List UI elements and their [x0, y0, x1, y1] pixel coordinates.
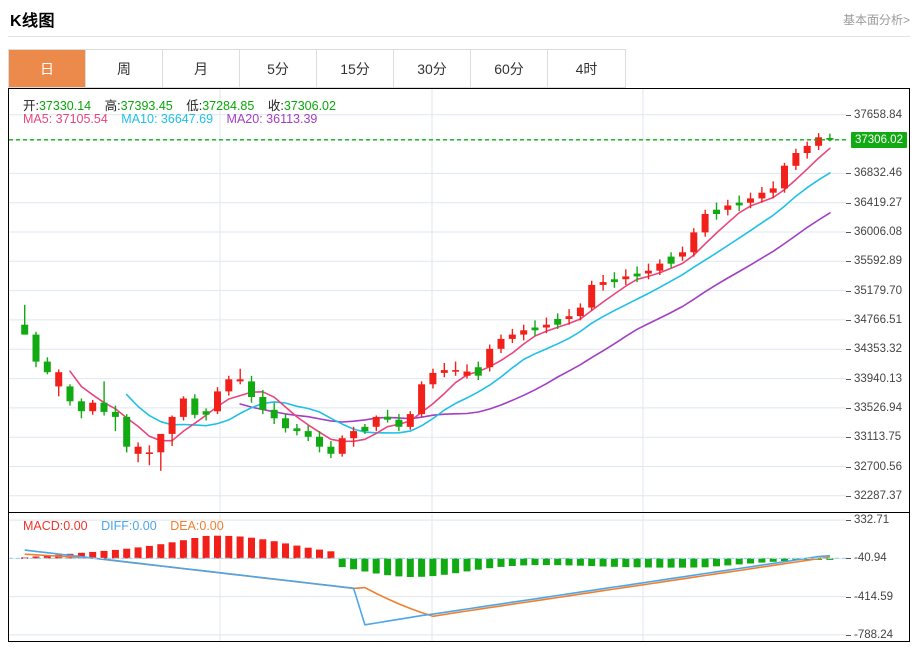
axis-tick-mark — [846, 173, 851, 175]
ma10-value: 36647.69 — [160, 112, 214, 126]
macd-axis-tick: -788.24 — [854, 628, 894, 641]
macd-axis-tick: -414.59 — [854, 590, 894, 603]
tab-4hour[interactable]: 4时 — [548, 50, 625, 87]
price-axis-tick: 35592.89 — [854, 255, 902, 268]
current-price-badge: 37306.02 — [851, 131, 907, 148]
open-label: 开: — [23, 99, 39, 113]
price-axis-tick: 36832.46 — [854, 167, 902, 180]
axis-tick-mark — [846, 378, 851, 380]
axis-tick-mark — [846, 634, 851, 636]
price-axis: 37658.84 37306.02 36832.46 36419.27 36006.08… — [846, 89, 911, 641]
page-title: K线图 — [10, 13, 56, 30]
price-axis-tick: 33526.94 — [854, 401, 902, 414]
axis-tick-mark — [846, 232, 851, 233]
macd-plot — [9, 514, 846, 641]
axis-tick-mark — [846, 407, 851, 409]
price-axis-tick: 32287.37 — [854, 489, 902, 502]
price-panel[interactable]: 开:37330.14 高:37393.45 低:37284.85 收:37306… — [9, 89, 909, 513]
open-value: 37330.14 — [38, 99, 92, 113]
axis-tick-mark — [846, 596, 851, 598]
ma5-value: 37105.54 — [55, 112, 108, 126]
price-axis-tick: 32700.56 — [854, 460, 902, 473]
macd-legend: MACD:0.00 DIFF:0.00 DEA:0.00 — [23, 519, 234, 533]
macd-panel[interactable]: MACD:0.00 DIFF:0.00 DEA:0.00 — [9, 514, 909, 641]
tab-week[interactable]: 周 — [86, 50, 163, 87]
ma10-label: MA10: — [121, 112, 158, 126]
macd-axis-tick: 332.71 — [854, 514, 890, 527]
diff-value: 0.00 — [132, 519, 157, 533]
header-divider — [8, 36, 910, 37]
page-header: K线图 基本面分析> — [0, 0, 918, 38]
price-axis-tick: 34766.51 — [854, 313, 902, 326]
axis-tick-mark — [846, 520, 851, 522]
ma-legend: MA5: 37105.54 MA10: 36647.69 MA20: 36113… — [23, 112, 327, 126]
axis-tick-mark — [846, 349, 851, 351]
tab-5min[interactable]: 5分 — [240, 50, 317, 87]
tab-60min[interactable]: 60分 — [471, 50, 548, 87]
low-value: 37284.85 — [202, 99, 255, 113]
macd-label: MACD: — [23, 519, 64, 533]
tab-30min[interactable]: 30分 — [394, 50, 471, 87]
ma20-label: MA20: — [226, 112, 263, 126]
macd-axis-tick: -40.94 — [854, 552, 887, 565]
price-axis-tick: 33113.75 — [854, 431, 902, 444]
chart-frame: 开:37330.14 高:37393.45 低:37284.85 收:37306… — [8, 88, 910, 642]
timeframe-tabs: 日 周 月 5分 15分 30分 60分 4时 — [8, 49, 626, 88]
axis-tick-mark — [846, 558, 851, 560]
axis-tick-mark — [846, 202, 851, 204]
tab-month[interactable]: 月 — [163, 50, 240, 87]
axis-tick-mark — [846, 437, 851, 439]
tab-day[interactable]: 日 — [9, 50, 86, 87]
candlestick-plot — [9, 89, 846, 512]
axis-tick-mark — [846, 319, 851, 321]
high-value: 37393.45 — [120, 99, 173, 113]
close-label: 收: — [267, 99, 284, 113]
axis-tick-mark — [846, 290, 851, 292]
price-axis-tick: 36006.08 — [854, 226, 902, 238]
diff-label: DIFF: — [101, 519, 133, 533]
axis-tick-mark — [846, 495, 851, 497]
axis-tick-mark — [846, 261, 851, 263]
price-axis-tick: 37658.84 — [854, 108, 902, 121]
high-label: 高: — [104, 99, 121, 113]
ohlc-legend: 开:37330.14 高:37393.45 低:37284.85 收:37306… — [23, 95, 346, 114]
tab-15min[interactable]: 15分 — [317, 50, 394, 87]
axis-tick-mark — [846, 114, 851, 116]
price-axis-tick: 34353.32 — [854, 343, 902, 356]
ma20-value: 36113.39 — [266, 112, 318, 126]
ma5-label: MA5: — [23, 112, 53, 126]
price-axis-tick: 33940.13 — [854, 372, 902, 385]
price-axis-tick: 36419.27 — [854, 196, 902, 209]
price-axis-tick: 35179.70 — [854, 284, 902, 297]
dea-label: DEA: — [170, 519, 200, 533]
low-label: 低: — [186, 99, 203, 113]
close-value: 37306.02 — [283, 99, 336, 113]
macd-value: 0.00 — [63, 519, 88, 533]
fundamental-analysis-link[interactable]: 基本面分析> — [842, 13, 910, 27]
dea-value: 0.00 — [199, 519, 224, 533]
axis-tick-mark — [846, 466, 851, 468]
